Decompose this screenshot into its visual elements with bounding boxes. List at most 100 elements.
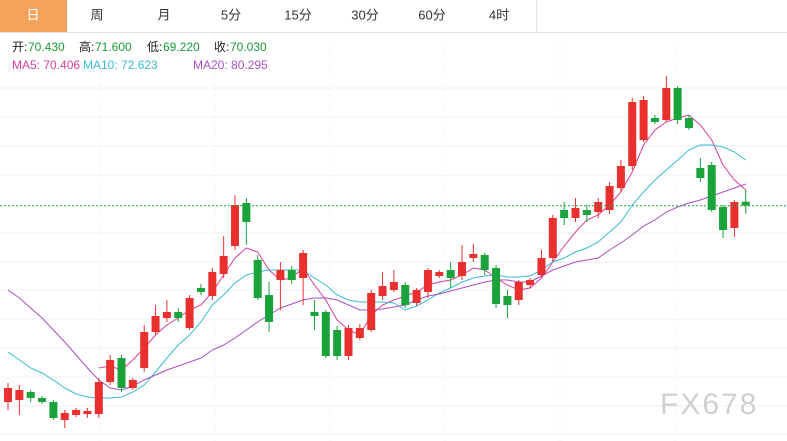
candle-body xyxy=(458,262,466,276)
tab-label[interactable]: 30分 xyxy=(351,7,378,22)
tab[interactable] xyxy=(67,0,134,32)
candle-body xyxy=(412,290,421,303)
ma-line xyxy=(7,144,747,399)
candle-body xyxy=(741,201,750,206)
candle-body xyxy=(26,392,35,398)
candle-body xyxy=(344,328,353,356)
ohlc-value: 71.600 xyxy=(95,40,132,54)
tab-label[interactable]: 15分 xyxy=(284,7,311,22)
candle-body xyxy=(140,332,149,368)
tab[interactable] xyxy=(335,0,402,32)
tab[interactable] xyxy=(268,0,335,32)
ma-line xyxy=(98,114,747,371)
ohlc-value: 70.430 xyxy=(28,40,65,54)
candle-body xyxy=(106,360,115,382)
candle-body xyxy=(730,202,739,228)
legend-entry: MA20: 80.295 xyxy=(193,58,268,72)
tab-label[interactable]: 周 xyxy=(90,7,103,22)
grid xyxy=(0,34,787,441)
candle-body xyxy=(321,312,330,356)
candle-body xyxy=(265,295,274,322)
ohlc-value: 69.220 xyxy=(163,40,200,54)
candle-body xyxy=(401,285,410,305)
candle-body xyxy=(276,270,285,280)
tab-label[interactable]: 日 xyxy=(26,7,39,22)
ohlc-label: 低: xyxy=(147,40,162,54)
candle-body xyxy=(435,272,444,276)
candle-body xyxy=(662,88,671,120)
candle-body xyxy=(492,268,501,304)
candle-body xyxy=(38,398,47,402)
candle-body xyxy=(355,328,364,338)
candle-body xyxy=(242,203,251,222)
candle-body xyxy=(537,258,546,275)
candle-body xyxy=(83,411,92,414)
ohlc-value: 70.030 xyxy=(230,40,267,54)
candle-body xyxy=(94,382,103,414)
candle-body xyxy=(367,293,376,330)
candle-body xyxy=(128,380,137,388)
candle-body xyxy=(287,270,296,280)
candle-body xyxy=(299,253,308,278)
tab-label[interactable]: 5分 xyxy=(221,7,241,22)
candle-body xyxy=(253,260,262,298)
candle-body xyxy=(389,282,398,290)
plot xyxy=(0,76,787,428)
candle-body xyxy=(639,100,648,140)
candle-body xyxy=(480,255,489,270)
ohlc-label: 开: xyxy=(12,40,27,54)
candle-body xyxy=(208,272,217,296)
tab[interactable] xyxy=(402,0,469,32)
candle-body xyxy=(72,410,81,415)
tab[interactable] xyxy=(134,0,201,32)
candle-body xyxy=(310,312,319,316)
candle-body xyxy=(707,165,716,210)
tab[interactable] xyxy=(201,0,268,32)
candle-body xyxy=(514,282,523,300)
candle-body xyxy=(696,168,705,178)
candle-body xyxy=(162,312,171,318)
candle-body xyxy=(616,166,625,188)
candle-body xyxy=(423,270,432,292)
candle-body xyxy=(594,202,603,212)
candle-body xyxy=(378,286,387,296)
candle-body xyxy=(560,210,569,218)
candle-body xyxy=(185,298,194,328)
candle-body xyxy=(174,312,183,318)
legend-entry: MA10: 72.623 xyxy=(83,58,158,72)
watermark: FX678 xyxy=(660,388,758,421)
tab[interactable] xyxy=(469,0,536,32)
candle-body xyxy=(15,390,24,400)
candle-body xyxy=(582,210,591,215)
tab-label[interactable]: 4时 xyxy=(489,7,509,22)
candle-body xyxy=(4,388,12,402)
tab[interactable] xyxy=(0,0,67,32)
candle-body xyxy=(333,330,342,356)
tab-label[interactable]: 月 xyxy=(157,7,170,22)
candle-body xyxy=(719,207,728,230)
candle-body xyxy=(685,118,693,128)
legend-entry: MA5: 70.406 xyxy=(12,58,80,72)
candle-body xyxy=(650,118,659,122)
ohlc-label: 高: xyxy=(79,39,94,54)
candle-body xyxy=(673,88,682,120)
candle-body xyxy=(526,280,535,285)
candle-body xyxy=(628,102,637,166)
candle-body xyxy=(231,205,239,246)
candle-body xyxy=(548,218,557,258)
candle-body xyxy=(503,296,512,305)
candle-body xyxy=(571,208,580,218)
candle-body xyxy=(151,316,160,332)
candle-body xyxy=(605,186,614,210)
candle-body xyxy=(219,256,228,274)
candle-body xyxy=(446,270,455,278)
candle-body xyxy=(117,358,126,388)
candle-body xyxy=(469,254,478,258)
candle-body xyxy=(60,413,69,420)
tab-label[interactable]: 60分 xyxy=(418,7,445,22)
candle-body xyxy=(49,402,58,418)
tab-bar: 日 周 月 5分 15分 30分 60分 4时 xyxy=(0,0,787,33)
candle-body xyxy=(196,288,205,292)
